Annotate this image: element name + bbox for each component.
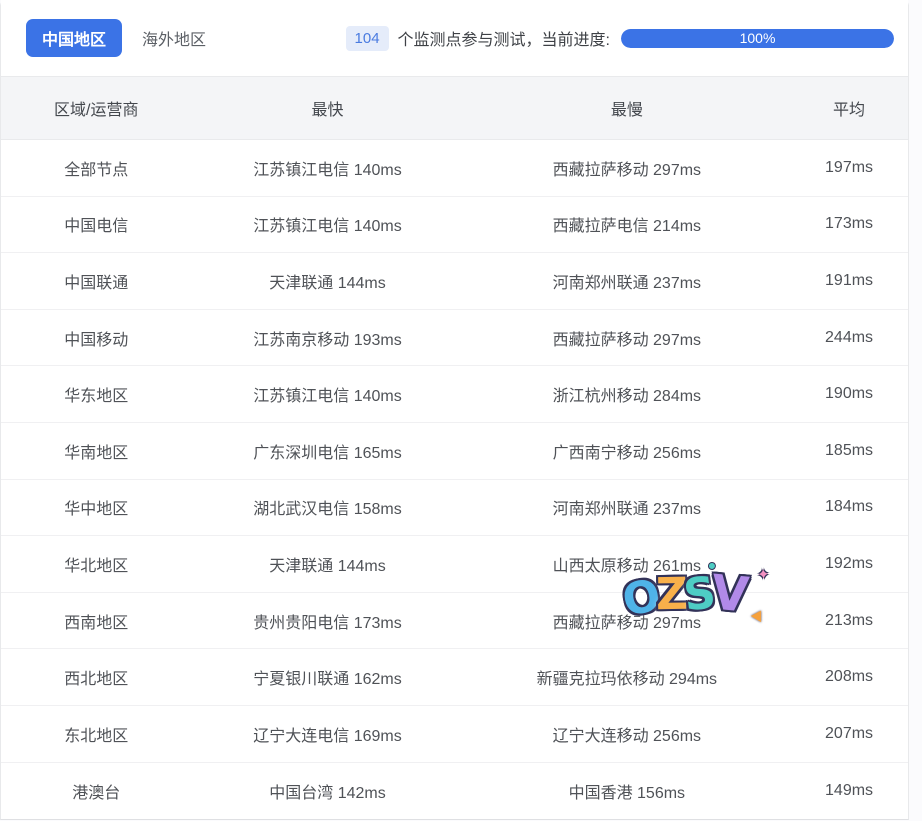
topbar: 中国地区 海外地区 104 个监测点参与测试，当前进度: 100%: [1, 0, 908, 76]
cell-fastest: 中国台湾 142ms: [269, 784, 386, 802]
cell-region: 中国联通: [64, 274, 129, 292]
table-row: 西南地区 贵州贵阳电信 173ms 西藏拉萨移动 297ms 213ms: [1, 592, 908, 649]
table-row: 港澳台 中国台湾 142ms 中国香港 156ms 149ms: [1, 762, 908, 819]
cell-slowest: 河南郑州联通 237ms: [552, 274, 702, 292]
cell-average: 190ms: [825, 385, 874, 403]
header-average: 平均: [833, 102, 866, 119]
cell-slowest: 西藏拉萨移动 297ms: [552, 614, 702, 632]
header-fastest: 最快: [311, 102, 344, 119]
cell-slowest: 河南郑州联通 237ms: [552, 501, 702, 519]
tab-china-region[interactable]: 中国地区: [26, 19, 123, 57]
table-row: 华北地区 天津联通 144ms 山西太原移动 261ms 192ms: [1, 536, 908, 593]
cell-region: 中国电信: [64, 218, 129, 236]
table-row: 华东地区 江苏镇江电信 140ms 浙江杭州移动 284ms 190ms: [1, 366, 908, 423]
cell-region: 全部节点: [64, 161, 129, 179]
cell-average: 244ms: [825, 328, 874, 346]
status-text: 个监测点参与测试，当前进度:: [397, 32, 610, 49]
cell-average: 191ms: [825, 271, 874, 289]
cell-average: 184ms: [825, 498, 874, 516]
cell-fastest: 江苏镇江电信 140ms: [253, 161, 402, 179]
latency-table: 区域/运营商 最快 最慢 平均 全部节点 江苏镇江电信 140ms 西藏拉萨移动 2…: [1, 76, 908, 819]
cell-fastest: 天津联通 144ms: [269, 274, 386, 292]
cell-fastest: 湖北武汉电信 158ms: [253, 501, 402, 519]
cell-slowest: 中国香港 156ms: [568, 784, 686, 802]
monitor-count-badge: 104: [345, 25, 389, 51]
table-row: 中国联通 天津联通 144ms 河南郑州联通 237ms 191ms: [1, 253, 908, 310]
header-slowest: 最慢: [610, 102, 643, 119]
cell-average: 197ms: [825, 158, 874, 176]
cell-fastest: 江苏南京移动 193ms: [253, 331, 402, 349]
cell-fastest: 江苏镇江电信 140ms: [253, 388, 402, 406]
table-row: 东北地区 辽宁大连电信 169ms 辽宁大连移动 256ms 207ms: [1, 705, 908, 763]
cell-slowest: 广西南宁移动 256ms: [552, 444, 702, 462]
cell-average: 208ms: [825, 668, 874, 686]
table-row: 中国移动 江苏南京移动 193ms 西藏拉萨移动 297ms 244ms: [1, 309, 908, 366]
cell-region: 华中地区: [64, 501, 129, 519]
progress-label: 100%: [739, 30, 776, 46]
cell-region: 华北地区: [64, 557, 129, 575]
cell-region: 华东地区: [64, 388, 129, 406]
cell-average: 149ms: [825, 781, 874, 799]
cell-region: 中国移动: [64, 331, 129, 349]
cell-slowest: 西藏拉萨移动 297ms: [552, 331, 702, 349]
cell-fastest: 天津联通 144ms: [269, 557, 386, 575]
cell-average: 192ms: [825, 554, 874, 572]
cell-region: 西南地区: [64, 614, 129, 632]
cell-slowest: 西藏拉萨电信 214ms: [552, 218, 702, 236]
cell-average: 173ms: [825, 215, 874, 233]
cell-average: 185ms: [825, 441, 874, 459]
cell-slowest: 山西太原移动 261ms: [552, 557, 702, 575]
cell-average: 207ms: [825, 724, 874, 742]
table-header: 区域/运营商 最快 最慢 平均: [1, 76, 908, 140]
cell-slowest: 浙江杭州移动 284ms: [552, 388, 702, 406]
cell-fastest: 贵州贵阳电信 173ms: [253, 614, 402, 632]
table-row: 华南地区 广东深圳电信 165ms 广西南宁移动 256ms 185ms: [1, 422, 908, 480]
cell-fastest: 宁夏银川联通 162ms: [253, 671, 402, 689]
cell-slowest: 西藏拉萨移动 297ms: [552, 161, 702, 179]
cell-region: 西北地区: [64, 671, 129, 689]
cell-fastest: 江苏镇江电信 140ms: [253, 218, 402, 236]
table-body: 全部节点 江苏镇江电信 140ms 西藏拉萨移动 297ms 197ms 中国电信 江苏镇…: [1, 140, 908, 819]
table-header-row: 区域/运营商 最快 最慢 平均: [1, 76, 908, 140]
header-region-carrier: 区域/运营商: [54, 102, 139, 119]
cell-slowest: 新疆克拉玛依移动 294ms: [536, 671, 718, 689]
status-bar: 104 个监测点参与测试，当前进度: 100%: [345, 25, 894, 51]
cell-region: 华南地区: [64, 444, 129, 462]
cell-region: 东北地区: [64, 727, 129, 745]
cell-fastest: 广东深圳电信 165ms: [253, 444, 402, 462]
cell-slowest: 辽宁大连移动 256ms: [552, 727, 702, 745]
table-row: 中国电信 江苏镇江电信 140ms 西藏拉萨电信 214ms 173ms: [1, 196, 908, 253]
cell-average: 213ms: [825, 611, 874, 629]
table-row: 全部节点 江苏镇江电信 140ms 西藏拉萨移动 297ms 197ms: [1, 140, 908, 197]
cell-fastest: 辽宁大连电信 169ms: [253, 727, 402, 745]
cell-region: 港澳台: [72, 784, 121, 802]
progress-bar: 100%: [621, 28, 894, 48]
table-row: 华中地区 湖北武汉电信 158ms 河南郑州联通 237ms 184ms: [1, 479, 908, 536]
progress-fill: 100%: [621, 28, 894, 48]
tab-overseas-region[interactable]: 海外地区: [142, 32, 207, 49]
table-row: 西北地区 宁夏银川联通 162ms 新疆克拉玛依移动 294ms 208ms: [1, 649, 908, 706]
